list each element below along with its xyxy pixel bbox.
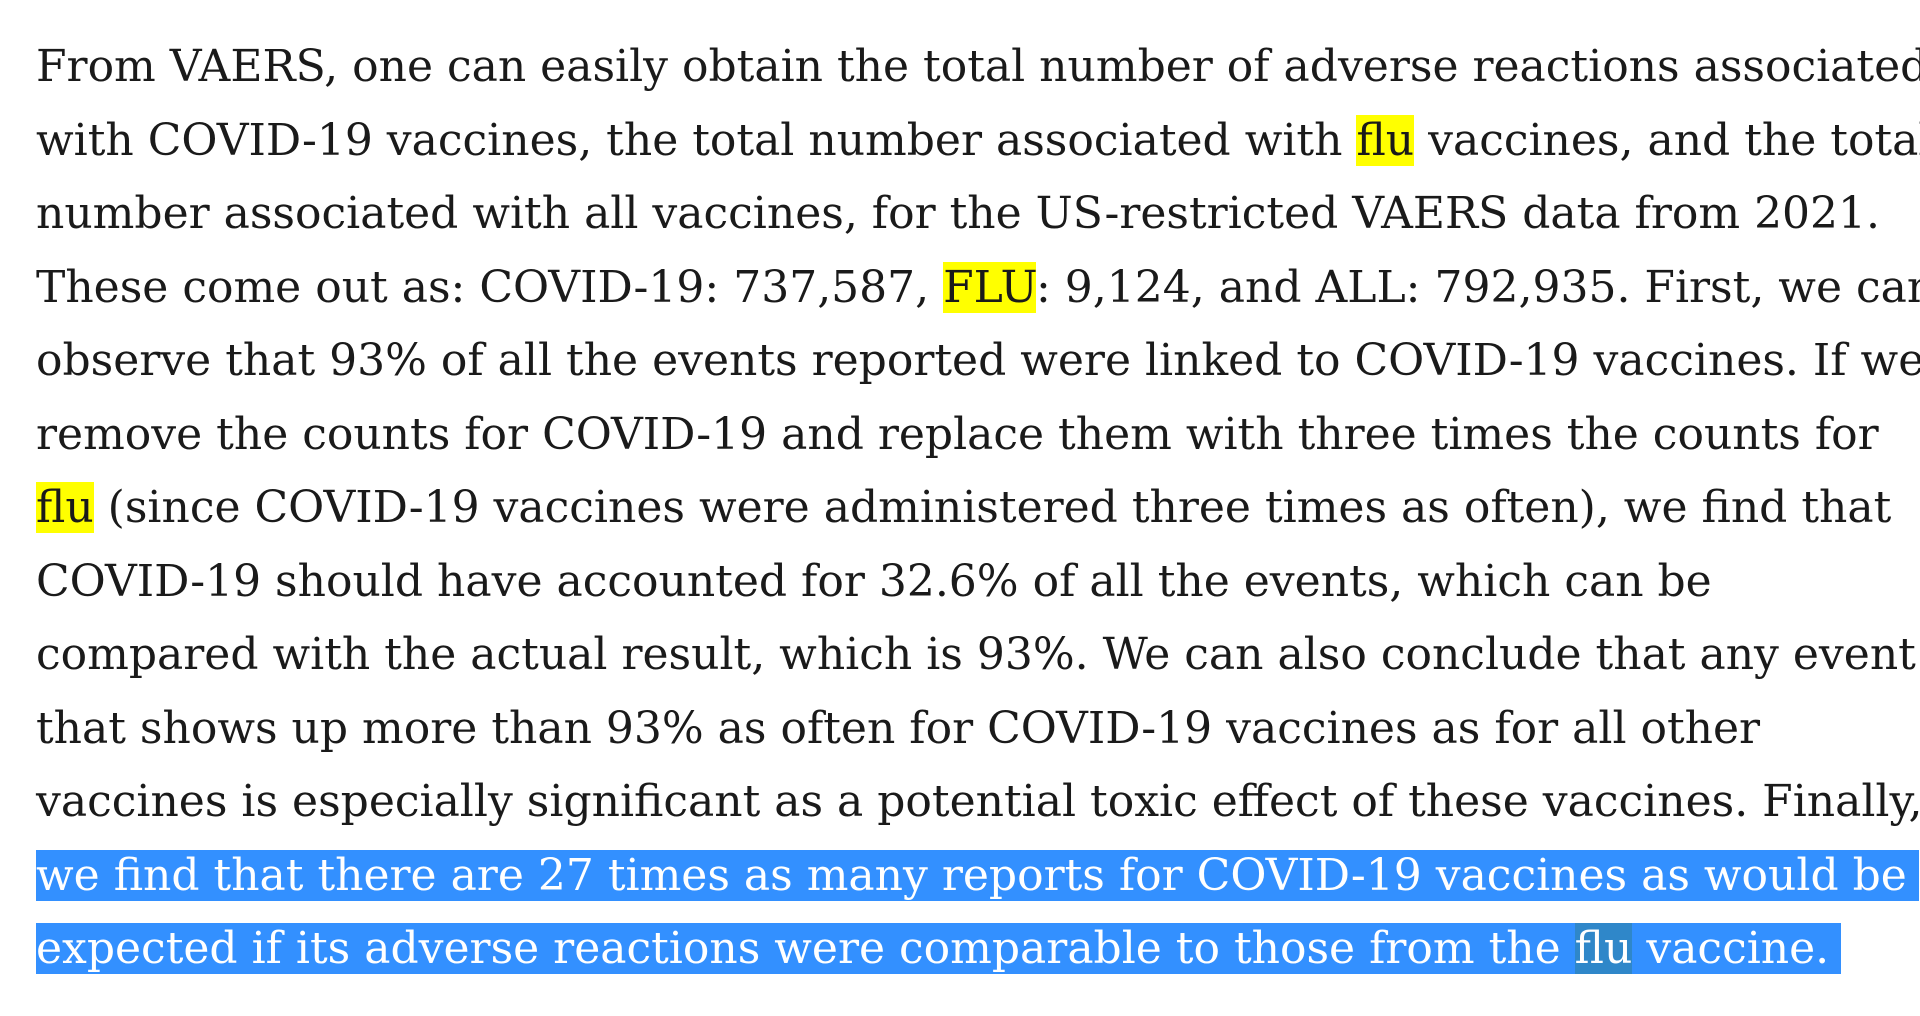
text-selection[interactable]: we find that there are 27 times as many … xyxy=(36,849,1919,901)
text-line-5: observe that 93% of all the events repor… xyxy=(36,335,1920,386)
text-line-6: remove the counts for COVID-19 and repla… xyxy=(36,408,1879,460)
text-line-1: From VAERS, one can easily obtain the to… xyxy=(36,41,1920,92)
text-line-9: compared with the actual result, which i… xyxy=(36,629,1916,680)
text-line-4: These come out as: COVID-19: 737,587, FL… xyxy=(36,261,1920,313)
body-paragraph[interactable]: From VAERS, one can easily obtain the to… xyxy=(36,30,1920,986)
text-line-2: with COVID-19 vaccines, the total number… xyxy=(36,114,1920,166)
selected-text-line-13[interactable]: expected if its adverse reactions were c… xyxy=(36,912,1916,986)
text-line-8: COVID-19 should have accounted for 32.6%… xyxy=(36,555,1712,607)
text-line-7: flu (since COVID-19 vaccines were admini… xyxy=(36,482,1892,533)
search-match-highlight: FLU xyxy=(943,261,1036,313)
text-line-11: vaccines is especially significant as a … xyxy=(36,776,1920,827)
search-match-highlight: flu xyxy=(36,482,94,533)
search-match-highlight: flu xyxy=(1356,114,1415,166)
text-line-10: that shows up more than 93% as often for… xyxy=(36,702,1761,754)
text-selection[interactable]: expected if its adverse reactions were c… xyxy=(36,923,1842,974)
search-match-highlight: flu xyxy=(1574,923,1633,974)
text-line-3: number associated with all vaccines, for… xyxy=(36,188,1881,239)
selected-text-line-12[interactable]: we find that there are 27 times as many … xyxy=(36,839,1919,913)
